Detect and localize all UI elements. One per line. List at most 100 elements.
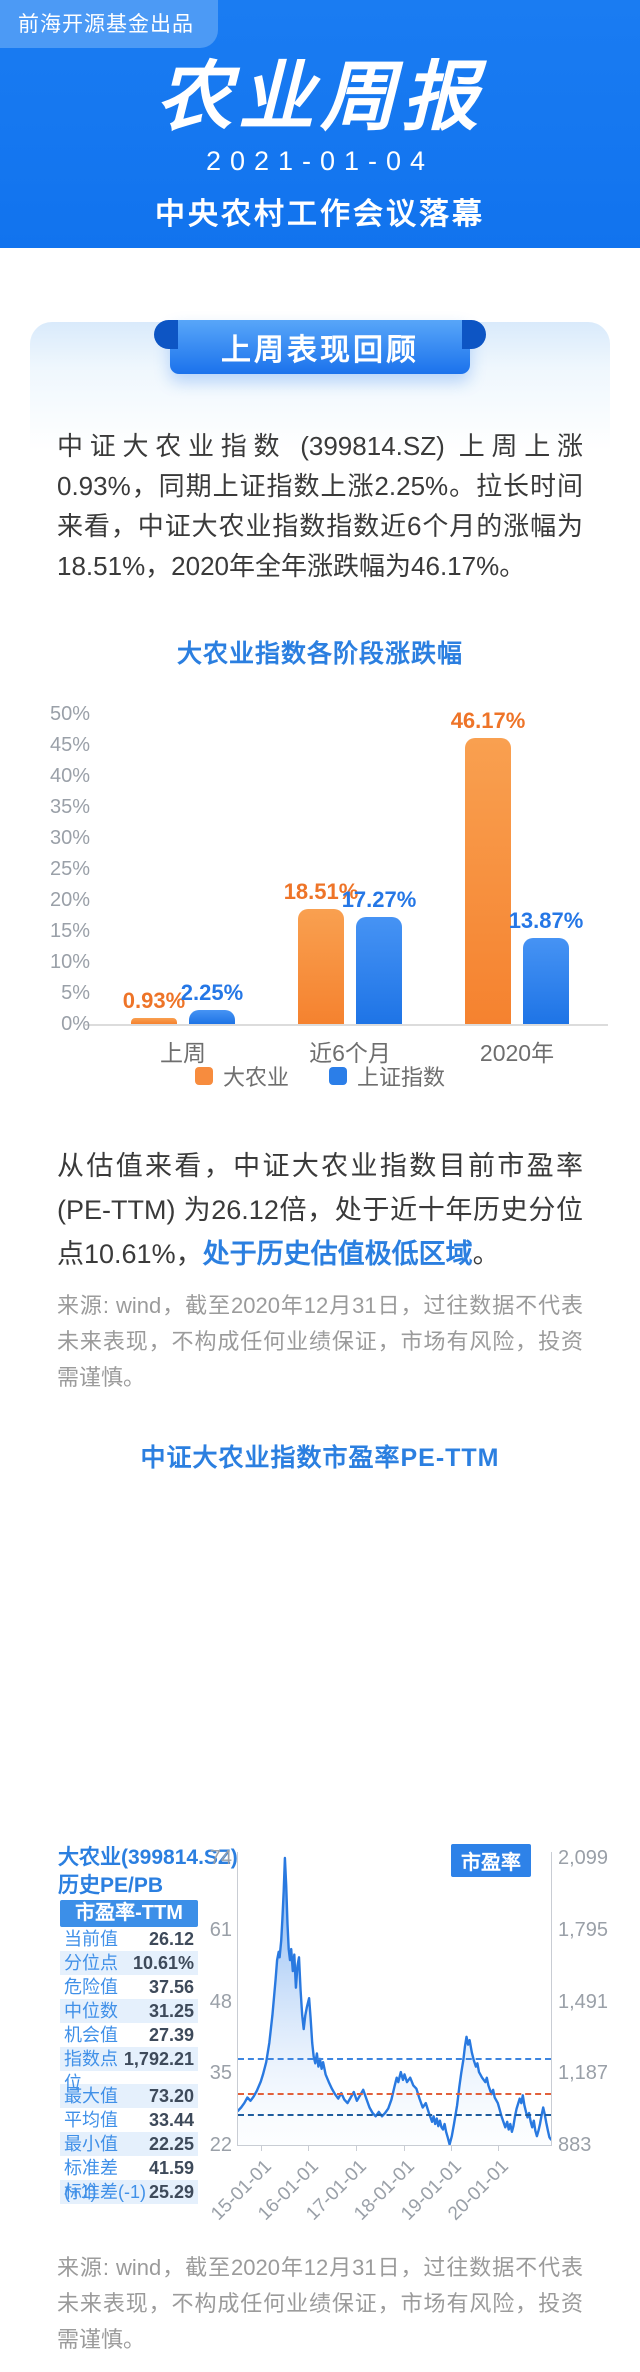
pe-left-axis-label: 35 <box>209 2062 232 2085</box>
pe-row-value: 37.56 <box>148 1977 194 1997</box>
bar-chart-legend: 大农业 上证指数 <box>30 1060 610 1092</box>
bar <box>523 938 569 1024</box>
spacer <box>0 248 640 322</box>
pe-left-axis-label: 61 <box>209 1918 232 1941</box>
bar <box>298 909 344 1024</box>
pe-row-label: 中位数 <box>64 2001 118 2021</box>
legend-swatch <box>329 1067 347 1085</box>
pe-chart-title: 中证大农业指数市盈率PE-TTM <box>140 1444 500 1472</box>
content-card: 上周表现回顾 中证大农业指数 (399814.SZ) 上周上涨0.93%，同期上… <box>30 320 610 2372</box>
x-tick <box>498 2145 500 2151</box>
pe-row-label: 分位点 <box>64 1953 118 1973</box>
x-tick <box>260 2145 262 2151</box>
bar-value-label: 46.17% <box>450 707 526 733</box>
report-date: 2021-01-04 <box>205 146 435 176</box>
category-label: 2020年 <box>479 1040 555 1066</box>
pe-table-row: 中位数 31.25 <box>60 1999 198 2023</box>
pe-table-row: 当前值 26.12 <box>60 1927 198 1951</box>
y-tick-label: 20% <box>49 889 90 911</box>
pe-row-label: 危险值 <box>64 1977 118 1997</box>
pe-row-label: 标准差(-1) <box>64 2182 146 2202</box>
y-tick-label: 50% <box>49 703 90 725</box>
pe-right-axis-label: 1,187 <box>558 2062 609 2085</box>
pe-legend-chip: 市盈率 <box>451 1844 531 1877</box>
pe-table-row: 指数点位 1,792.21 <box>60 2047 198 2093</box>
valuation-text: 从估值来看，中证大农业指数目前市盈率 (PE-TTM) 为26.12倍，处于近十… <box>57 1151 583 1269</box>
pe-table-row: 分位点 10.61% <box>60 1951 198 1975</box>
bar <box>465 737 511 1024</box>
bar <box>131 1018 177 1024</box>
section-ribbon-label: 上周表现回顾 <box>221 334 419 367</box>
reference-line-中位数 <box>238 2092 551 2095</box>
pe-row-label: 机会值 <box>64 2025 118 2045</box>
category-label: 上周 <box>160 1040 206 1066</box>
bar-value-label: 2.25% <box>180 980 244 1006</box>
y-tick-label: 35% <box>49 796 90 818</box>
pe-right-axis-label: 1,491 <box>558 1990 609 2013</box>
pe-row-value: 31.25 <box>148 2001 194 2021</box>
x-tick <box>403 2145 405 2151</box>
bar-value-label: 17.27% <box>341 886 417 912</box>
pe-table-row: 最小值 22.25 <box>60 2132 198 2156</box>
reference-line-机会值 <box>238 2114 551 2117</box>
pe-row-value: 25.29 <box>148 2182 194 2202</box>
legend-item: 上证指数 <box>329 1060 445 1092</box>
reference-line-危险值 <box>238 2058 551 2061</box>
bar <box>189 1010 235 1024</box>
publisher-badge: 前海开源基金出品 <box>0 0 218 48</box>
pe-stats-table: 市盈率-TTM 当前值 26.12 分位点 10.61% 危险值 37.56 中位数 31.2… <box>60 1900 198 2204</box>
pe-table-row: 危险值 37.56 <box>60 1975 198 1999</box>
pe-table-row: 最大值 73.20 <box>60 2084 198 2108</box>
legend-label: 大农业 <box>222 1065 289 1090</box>
pe-row-label: 平均值 <box>64 2110 118 2130</box>
legend-label: 上证指数 <box>357 1065 446 1090</box>
valuation-highlight: 处于历史估值极低区域 <box>202 1239 473 1269</box>
pe-table-row: 平均值 33.44 <box>60 2108 198 2132</box>
pe-row-value: 33.44 <box>148 2110 194 2130</box>
bar-value-label: 13.87% <box>508 908 584 933</box>
pe-table-row: 标准差(-1) 25.29 <box>60 2180 198 2204</box>
y-tick-label: 10% <box>49 951 90 973</box>
pe-row-label: 最大值 <box>64 2086 118 2106</box>
x-tick <box>450 2145 452 2151</box>
pe-left-axis-label: 22 <box>209 2134 232 2156</box>
x-tick <box>356 2145 357 2151</box>
pe-heading-line2: 历史PE/PB <box>58 1874 164 1897</box>
pe-row-value: 22.25 <box>148 2134 194 2154</box>
valuation-paragraph: 从估值来看，中证大农业指数目前市盈率 (PE-TTM) 为26.12倍，处于近十… <box>57 1144 583 1276</box>
header-banner: 前海开源基金出品 农业周报 2021-01-04 中央农村工作会议落幕 <box>0 0 640 248</box>
pe-row-value: 73.20 <box>148 2086 194 2106</box>
report-subtitle: 中央农村工作会议落幕 <box>155 198 485 231</box>
y-tick-label: 0% <box>61 1013 90 1035</box>
valuation-text-end: 。 <box>472 1239 500 1269</box>
source-note-2: 来源: wind，截至2020年12月31日，过往数据不代表未来表现，不构成任何… <box>57 2255 583 2352</box>
pe-row-value: 41.59 <box>148 2158 194 2178</box>
pe-line-series <box>238 1856 551 2145</box>
pe-row-label: 标准差(+1) <box>64 2158 118 2202</box>
y-tick-label: 30% <box>49 827 90 849</box>
y-tick-label: 45% <box>49 734 90 756</box>
pe-right-axis-label: 1,795 <box>558 1918 609 1941</box>
x-tick <box>308 2145 310 2151</box>
pe-heading: 大农业(399814.SZ) 历史PE/PB <box>58 1844 238 1900</box>
bar-value-label: 18.51% <box>283 879 359 905</box>
pe-chart: 大农业(399814.SZ) 历史PE/PB 市盈率-TTM 当前值 26.12 分… <box>30 1844 610 2226</box>
pe-left-axis-label: 74 <box>209 1847 232 1869</box>
pe-row-label: 最小值 <box>64 2134 118 2154</box>
pe-plot-area: 市盈率 15-01-01 16-01-01 17-01-01 18-01-01 19-0… <box>207 1844 552 2225</box>
x-axis-line <box>85 1024 608 1026</box>
pe-row-label: 当前值 <box>64 1929 118 1949</box>
source-note-1: 来源: wind，截至2020年12月31日，过往数据不代表未来表现，不构成任何… <box>57 1293 583 1390</box>
pe-table-header: 市盈率-TTM <box>60 1900 198 1927</box>
pe-row-value: 26.12 <box>148 1929 194 1949</box>
y-tick-label: 15% <box>49 920 90 942</box>
pe-row-label: 指数点位 <box>64 2049 118 2093</box>
pe-right-axis-label: 2,099 <box>558 1847 609 1869</box>
y-tick-label: 40% <box>49 765 90 787</box>
legend-item: 大农业 <box>194 1060 289 1092</box>
pe-right-axis-label: 883 <box>558 2134 592 2156</box>
page-title: 农业周报 <box>156 55 484 140</box>
y-tick-label: 25% <box>49 858 90 880</box>
bar-chart-title: 大农业指数各阶段涨跌幅 <box>176 640 463 668</box>
